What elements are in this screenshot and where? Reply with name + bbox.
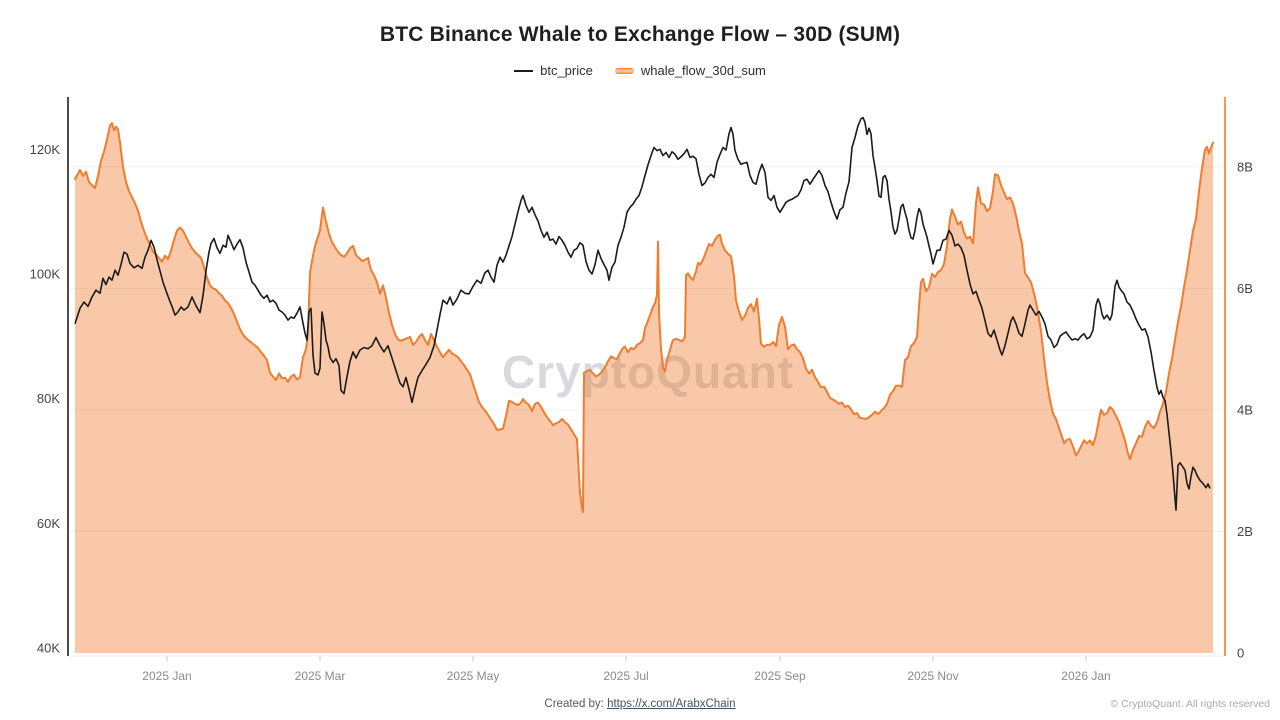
created-by-label: Created by: — [544, 698, 608, 710]
x-axis-tick-label: 2025 Nov — [907, 669, 958, 683]
y-axis-tick-label-left: 120K — [30, 142, 61, 157]
line-swatch-icon — [514, 69, 534, 72]
creator-link[interactable]: https://x.com/ArabxChain — [607, 698, 736, 710]
legend: btc_price whale_flow_30d_sum — [0, 63, 1280, 78]
x-axis-tick-label: 2025 May — [447, 669, 500, 683]
x-axis-tick-label: 2025 Mar — [295, 669, 346, 683]
x-axis-tick-label: 2025 Sep — [754, 669, 806, 683]
y-axis-tick-label-left: 60K — [37, 516, 60, 531]
plot-area[interactable] — [68, 97, 1225, 656]
cryptoquant-watermark: CryptoQuant — [502, 345, 794, 399]
btc-price-line — [74, 116, 1211, 511]
y-axis-tick-label-right: 8B — [1237, 159, 1253, 174]
y-axis-tick-label-left: 40K — [37, 640, 60, 655]
y-axis-tick-label-left: 100K — [30, 266, 61, 281]
whale-flow-line — [74, 122, 1214, 513]
legend-item-whale-flow[interactable]: whale_flow_30d_sum — [614, 63, 766, 78]
legend-label-whale-flow: whale_flow_30d_sum — [640, 63, 766, 78]
y-axis-tick-label-right: 0 — [1237, 645, 1244, 660]
legend-item-btc-price[interactable]: btc_price — [514, 63, 593, 78]
y-axis-tick-label-right: 2B — [1237, 524, 1253, 539]
y-axis-tick-label-right: 4B — [1237, 402, 1253, 417]
area-swatch-icon — [614, 67, 634, 74]
copyright-notice: © CryptoQuant. All rights reserved — [1110, 698, 1270, 710]
y-axis-tick-label-left: 80K — [37, 391, 60, 406]
legend-label-btc-price: btc_price — [540, 63, 593, 78]
x-axis-tick-label: 2026 Jan — [1061, 669, 1110, 683]
x-axis-tick-label: 2025 Jan — [142, 669, 191, 683]
footer-attribution: Created by: https://x.com/ArabxChain — [0, 698, 1280, 710]
whale-flow-area — [75, 123, 1213, 654]
y-axis-tick-label-right: 6B — [1237, 281, 1253, 296]
page-title: BTC Binance Whale to Exchange Flow – 30D… — [379, 23, 901, 46]
x-axis-tick-label: 2025 Jul — [603, 669, 648, 683]
